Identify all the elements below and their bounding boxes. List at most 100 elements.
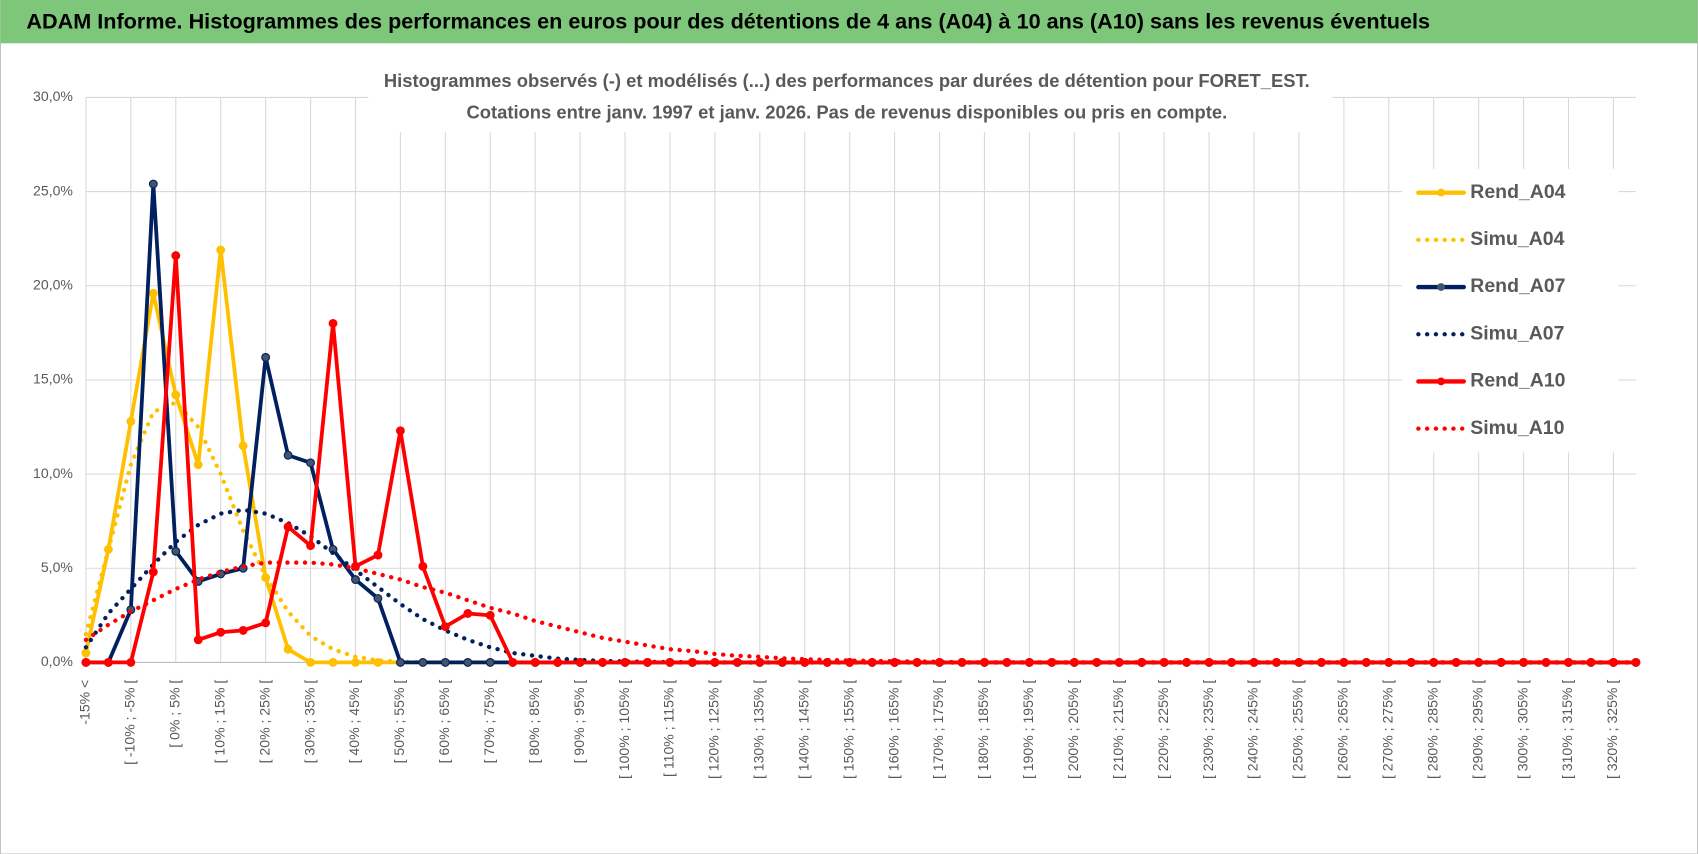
marker — [148, 179, 158, 189]
marker — [485, 657, 495, 667]
legend-label: Rend_A07 — [1470, 275, 1565, 297]
marker — [283, 644, 293, 654]
marker — [732, 657, 742, 667]
x-tick-label: [ 230% ; 235% [ — [1200, 680, 1216, 779]
x-tick-label: [ 290% ; 295% [ — [1469, 680, 1485, 779]
y-tick-label: 30,0% — [33, 88, 73, 104]
x-tick-label: [ 300% ; 305% [ — [1514, 680, 1530, 779]
legend-label: Rend_A04 — [1470, 181, 1565, 203]
marker — [81, 648, 91, 658]
marker — [395, 426, 405, 436]
marker — [171, 251, 181, 261]
legend-marker — [1437, 283, 1445, 291]
marker — [216, 627, 226, 637]
marker — [508, 657, 518, 667]
x-tick-label: [ 240% ; 245% [ — [1245, 680, 1261, 779]
x-tick-label: [ 0% ; 5% [ — [166, 680, 182, 748]
legend-label: Simu_A10 — [1470, 417, 1564, 439]
chart-title: Histogrammes observés (-) et modélisés (… — [384, 70, 1310, 91]
marker — [193, 460, 203, 470]
marker — [530, 657, 540, 667]
legend-label: Simu_A07 — [1470, 322, 1564, 344]
marker — [328, 657, 338, 667]
y-tick-label: 5,0% — [41, 559, 73, 575]
marker — [440, 622, 450, 632]
marker — [620, 657, 630, 667]
x-tick-label: [ 170% ; 175% [ — [930, 680, 946, 779]
x-tick-label: [ 250% ; 255% [ — [1290, 680, 1306, 779]
marker — [148, 288, 158, 298]
marker — [418, 657, 428, 667]
marker — [665, 657, 675, 667]
x-tick-label: [ 80% ; 85% [ — [526, 680, 542, 764]
x-tick-label: [ 20% ; 25% [ — [256, 680, 272, 764]
x-tick-label: [ 150% ; 155% [ — [840, 680, 856, 779]
title-bg — [368, 64, 1332, 133]
x-tick-label: [ 140% ; 145% [ — [795, 680, 811, 779]
marker — [440, 657, 450, 667]
x-tick-label: [ 200% ; 205% [ — [1065, 680, 1081, 779]
marker — [463, 657, 473, 667]
x-tick-label: [ 40% ; 45% [ — [346, 680, 362, 764]
marker — [351, 575, 360, 584]
y-tick-label: 20,0% — [33, 276, 73, 292]
x-tick-label: [ 70% ; 75% [ — [481, 680, 497, 764]
x-tick-label: -15% < — [77, 680, 93, 725]
x-tick-label: [ 320% ; 325% [ — [1604, 680, 1620, 779]
y-tick-label: 0,0% — [41, 653, 73, 669]
x-tick-label: [ 30% ; 35% [ — [301, 680, 317, 764]
legend-label: Simu_A04 — [1470, 228, 1564, 250]
legend-bg — [1402, 168, 1619, 453]
y-tick-label: 10,0% — [33, 465, 73, 481]
x-tick-label: [ 160% ; 165% [ — [885, 680, 901, 779]
header-bar — [0, 0, 1698, 44]
marker — [283, 522, 293, 532]
legend-label: Rend_A10 — [1470, 370, 1565, 392]
x-tick-label: [ 270% ; 275% [ — [1380, 680, 1396, 779]
marker — [81, 657, 91, 667]
x-tick-label: [ 220% ; 225% [ — [1155, 680, 1171, 779]
x-tick-label: [ 310% ; 315% [ — [1559, 680, 1575, 779]
header-title: ADAM Informe. Histogrammes des performan… — [26, 8, 1430, 33]
marker — [171, 546, 181, 556]
plot-area: 0,0% 5,0% 10,0% 15,0% 20,0% 25,0% 30,0% -15% < [… — [33, 88, 1641, 779]
marker — [306, 657, 315, 667]
x-tick-label: [ 90% ; 95% [ — [571, 680, 587, 764]
marker — [598, 657, 608, 667]
x-tick-label: [ 50% ; 55% [ — [391, 680, 407, 764]
marker — [395, 657, 405, 667]
x-tick-label: [ 130% ; 135% [ — [751, 680, 767, 779]
legend-marker — [1437, 377, 1445, 386]
x-tick-label: [ 10% ; 15% [ — [211, 680, 227, 764]
marker — [687, 657, 697, 667]
marker — [283, 450, 293, 460]
marker — [261, 352, 271, 362]
x-tick-label: [ 280% ; 285% [ — [1424, 680, 1440, 779]
marker — [238, 441, 248, 451]
marker — [103, 657, 113, 667]
marker — [261, 618, 271, 628]
marker — [306, 458, 315, 468]
legend-marker — [1437, 188, 1445, 197]
marker — [171, 390, 181, 400]
y-tick-label: 15,0% — [33, 371, 73, 387]
marker — [373, 593, 383, 603]
marker — [306, 541, 315, 551]
marker — [351, 657, 360, 667]
legend: Rend_A04 Simu_A04 Rend_A07 Simu_A07 Rend_A10… — [1402, 168, 1619, 453]
x-tick-label: [ 180% ; 185% [ — [975, 680, 991, 779]
y-tick-label: 25,0% — [33, 182, 73, 198]
marker — [575, 657, 585, 667]
marker — [126, 416, 136, 426]
marker — [418, 561, 428, 571]
marker — [328, 318, 338, 328]
marker — [238, 625, 248, 635]
x-tick-label: [ 260% ; 265% [ — [1335, 680, 1351, 779]
marker — [710, 657, 720, 667]
series-line — [84, 253, 1638, 665]
marker — [148, 567, 158, 577]
marker — [643, 657, 652, 667]
x-tick-label: [ 60% ; 65% [ — [436, 680, 452, 764]
marker — [485, 610, 495, 620]
